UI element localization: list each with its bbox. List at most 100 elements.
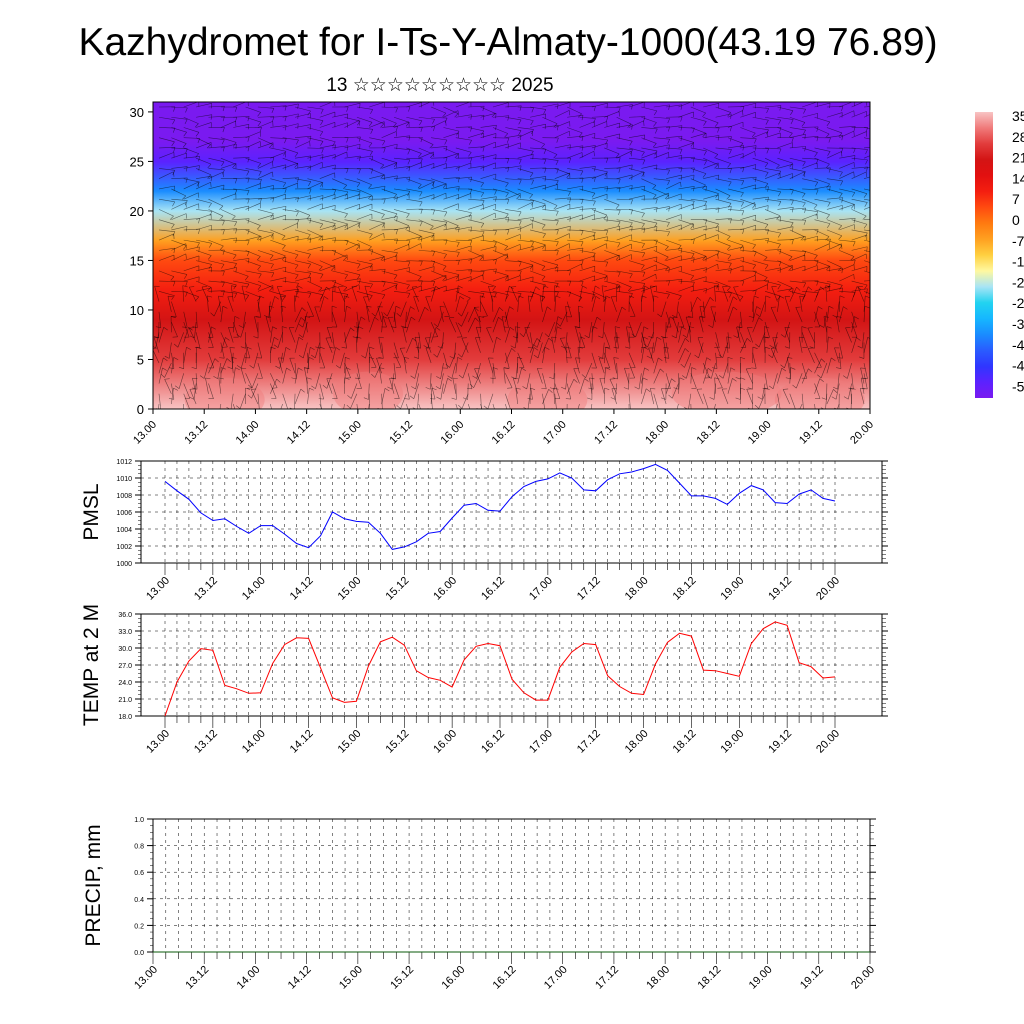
wind-barb [344, 203, 360, 210]
wind-barb [344, 270, 361, 276]
wind-barb [344, 222, 360, 231]
wind-barb [554, 233, 570, 241]
x-tick-label: 18.12 [696, 964, 724, 992]
wind-barb-flag [660, 368, 665, 373]
wind-barb-flag [689, 326, 695, 329]
wind-barb-flag [751, 367, 757, 369]
wind-barb [863, 147, 870, 149]
wind-barb [857, 286, 865, 302]
wind-barb-flag [257, 285, 262, 291]
wind-barb-flag [168, 367, 174, 369]
wind-barb [480, 106, 496, 114]
wind-barb [505, 286, 510, 302]
wind-barb-flag [172, 119, 176, 125]
wind-barb [641, 206, 658, 210]
wind-barb [565, 332, 568, 349]
wind-barb-flag [792, 207, 794, 213]
wind-barb [715, 106, 731, 113]
wind-barb-flag [555, 211, 559, 216]
wind-barb [208, 168, 225, 171]
wind-barb-flag [369, 283, 373, 289]
wind-barb [455, 193, 471, 200]
wind-barb-flag [429, 225, 434, 231]
wind-barb-flag [345, 357, 350, 360]
y-tick-label: 30.0 [118, 646, 132, 653]
wind-barb [517, 265, 533, 272]
wind-barb-flag [495, 268, 497, 274]
wind-barb-flag [491, 113, 496, 118]
wind-barb [688, 326, 692, 343]
wind-barb [158, 219, 175, 225]
wind-barb [772, 342, 778, 358]
wind-barb [491, 295, 494, 312]
wind-barb-flag [458, 404, 463, 409]
wind-barb-flag [729, 149, 732, 155]
wind-barb [270, 137, 287, 139]
wind-barb-flag [814, 152, 818, 157]
wind-barb [628, 352, 636, 368]
wind-barb [270, 266, 286, 272]
wind-barb [567, 145, 584, 149]
wind-barb [591, 291, 607, 299]
wind-barb-flag [763, 257, 768, 262]
wind-barb-flag [371, 195, 373, 201]
wind-barb [529, 245, 546, 251]
wind-barb [158, 247, 175, 251]
wind-barb [702, 357, 707, 374]
wind-barb [468, 105, 485, 108]
wind-barb [802, 178, 818, 183]
wind-barb-flag [168, 398, 174, 400]
wind-barb-flag [778, 148, 782, 154]
wind-barb-flag [518, 130, 522, 136]
wind-barb-flag [765, 120, 769, 125]
wind-barb [406, 162, 422, 169]
wind-barb [443, 110, 459, 118]
wind-barb-flag [803, 220, 807, 225]
wind-barb-flag [877, 202, 879, 206]
wind-barb [233, 270, 249, 277]
wind-barb [802, 235, 818, 241]
wind-barb [759, 301, 766, 317]
x-tick-label: 19.00 [718, 728, 746, 756]
wind-barb [628, 332, 631, 349]
wind-barb-flag [272, 161, 274, 167]
wind-barb [295, 155, 311, 159]
wind-barb [727, 188, 744, 193]
wind-barb [480, 124, 497, 128]
wind-barb-flag [656, 226, 658, 232]
wind-barb [233, 205, 249, 210]
wind-barb-flag [173, 106, 176, 112]
wind-barb [294, 250, 311, 255]
wind-barb-flag [728, 181, 732, 187]
wind-barb [517, 367, 522, 384]
wind-barb [740, 176, 757, 179]
wind-barb [510, 286, 518, 302]
wind-barb [418, 332, 421, 349]
wind-barb-flag [282, 182, 287, 188]
wind-barb [171, 202, 186, 210]
wind-barb [319, 194, 336, 200]
wind-barb [307, 301, 314, 317]
wind-barb-flag [560, 386, 566, 390]
wind-barb-flag [531, 131, 534, 137]
wind-barb [443, 203, 459, 210]
wind-barb-flag [510, 345, 516, 349]
wind-barb [431, 219, 447, 223]
wind-barb [319, 122, 336, 128]
wind-barb [665, 181, 681, 190]
wind-barb [468, 198, 485, 201]
x-tick-label: 16.00 [438, 419, 466, 447]
wind-barb-flag [562, 418, 567, 420]
wind-barb [431, 116, 448, 119]
wind-barb-flag [784, 346, 790, 349]
wind-barb [467, 373, 473, 389]
wind-barb-flag [320, 141, 324, 146]
wind-barb-flag [532, 217, 534, 223]
wind-barb-flag [384, 388, 390, 392]
wind-barb [381, 311, 387, 328]
y-tick-label: 1.0 [134, 817, 144, 824]
wind-barb [344, 306, 347, 323]
wind-barb [406, 236, 423, 241]
wind-barb [282, 280, 299, 284]
